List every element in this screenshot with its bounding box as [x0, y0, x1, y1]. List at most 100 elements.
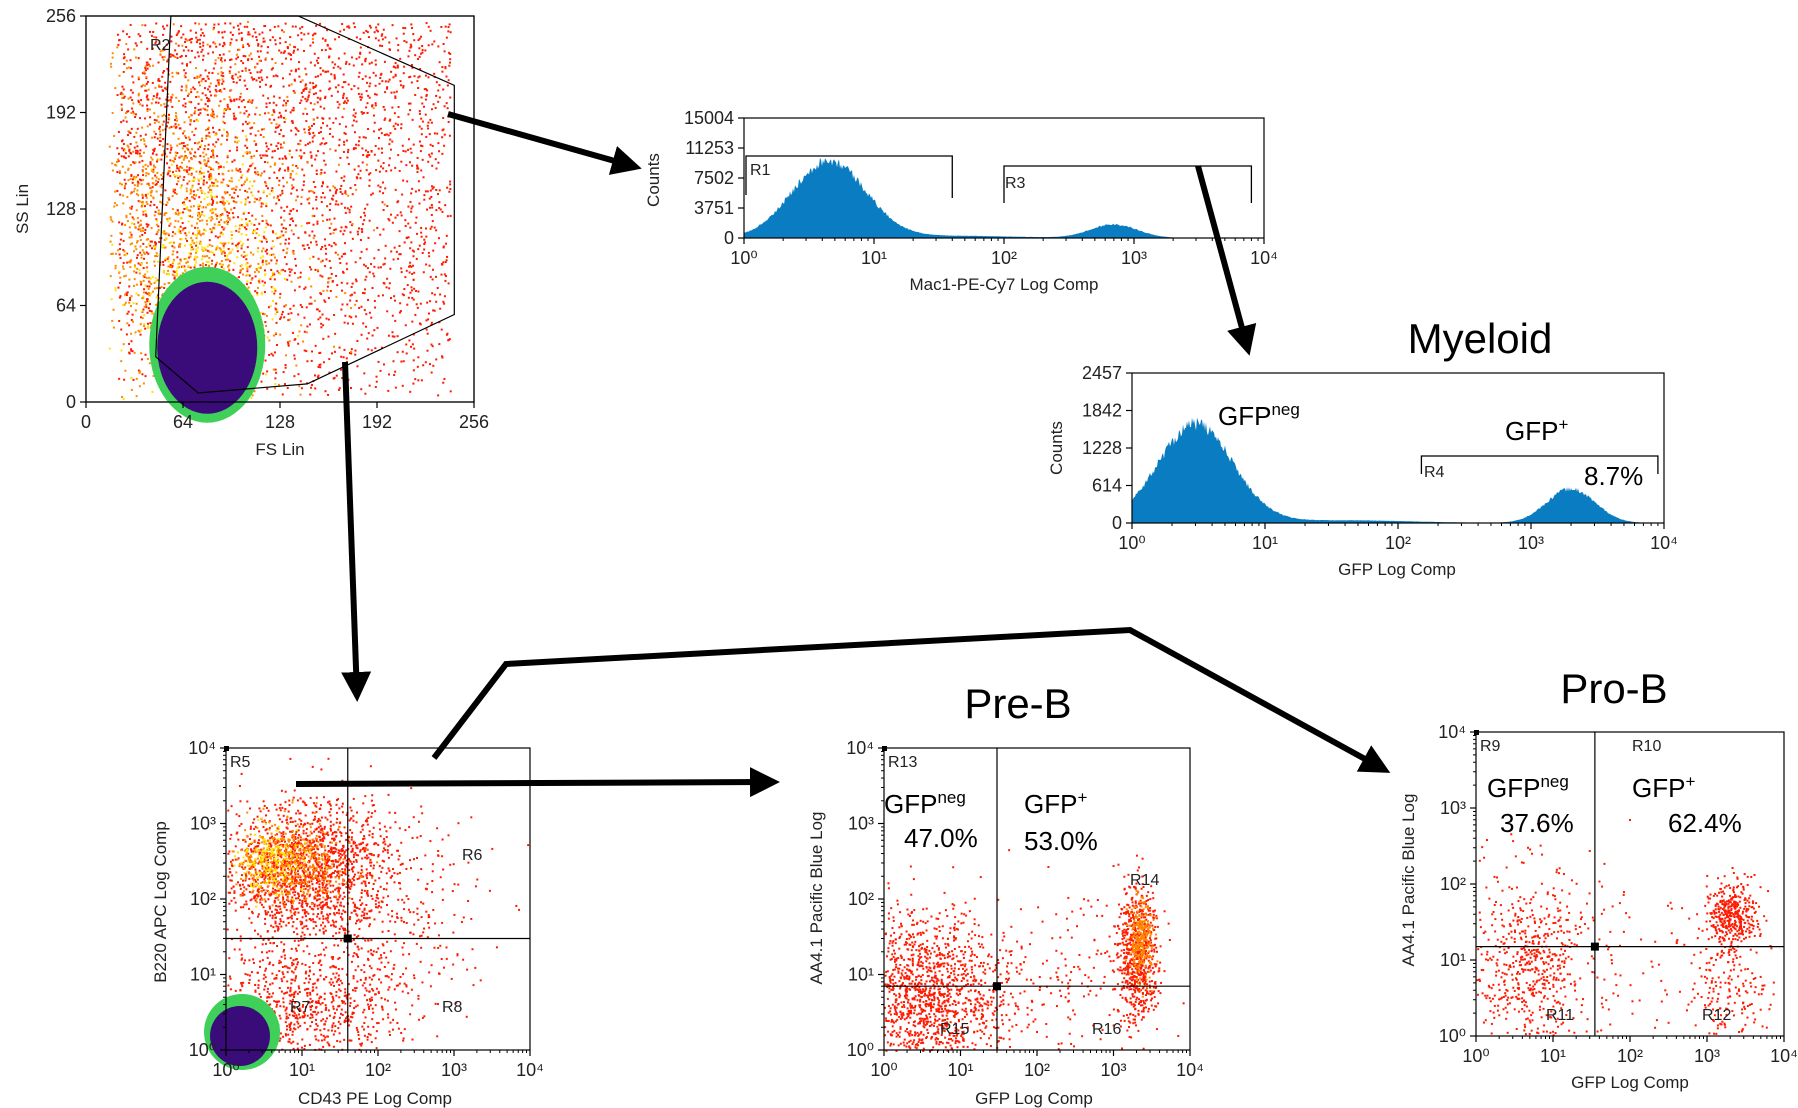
event-dot [311, 214, 314, 217]
event-dot [169, 80, 172, 83]
event-dot [374, 102, 377, 105]
event-dot [189, 255, 192, 258]
event-dot [196, 229, 199, 232]
event-dot [344, 81, 347, 84]
event-dot [131, 313, 134, 316]
event-dot [170, 163, 173, 166]
event-dot [215, 161, 218, 164]
event-dot [262, 94, 265, 97]
event-dot [243, 79, 246, 82]
event-dot [263, 170, 266, 173]
event-dot [159, 133, 162, 136]
event-dot [254, 290, 257, 293]
event-dot [418, 55, 421, 58]
event-dot [156, 219, 159, 222]
event-dot [321, 921, 324, 924]
event-dot [299, 890, 302, 893]
event-dot [179, 216, 182, 219]
event-dot [247, 286, 250, 289]
event-dot [384, 36, 387, 39]
event-dot [121, 165, 124, 168]
event-dot [330, 222, 333, 225]
event-dot [313, 103, 316, 106]
event-dot [403, 288, 406, 291]
event-dot [276, 871, 279, 874]
event-dot [441, 210, 444, 213]
event-dot [321, 117, 324, 120]
event-dot [223, 122, 226, 125]
event-dot [229, 66, 232, 69]
event-dot [142, 291, 145, 294]
event-dot [218, 223, 221, 226]
event-dot [119, 182, 122, 185]
event-dot [315, 869, 318, 872]
event-dot [339, 901, 342, 904]
event-dot [133, 184, 136, 187]
event-dot [276, 841, 279, 844]
event-dot [355, 188, 358, 191]
event-dot [177, 167, 180, 170]
event-dot [248, 151, 251, 154]
event-dot [242, 44, 245, 47]
event-dot [362, 111, 365, 114]
event-dot [121, 265, 124, 268]
event-dot [288, 237, 291, 240]
event-dot [246, 151, 249, 154]
event-dot [357, 173, 360, 176]
event-dot [286, 247, 289, 250]
event-dot [270, 143, 273, 146]
event-dot [345, 832, 348, 835]
event-dot [132, 150, 135, 153]
event-dot [371, 192, 374, 195]
event-dot [252, 28, 255, 31]
event-dot [441, 263, 444, 266]
event-dot [132, 218, 135, 221]
event-dot [341, 918, 344, 921]
event-dot [401, 384, 404, 387]
event-dot [264, 83, 267, 86]
event-dot [150, 34, 153, 37]
event-dot [271, 209, 274, 212]
event-dot [424, 88, 427, 91]
event-dot [402, 150, 405, 153]
event-dot [312, 255, 315, 258]
event-dot [142, 165, 145, 168]
event-dot [319, 351, 322, 354]
event-dot [213, 26, 216, 29]
event-dot [417, 180, 420, 183]
event-dot [127, 310, 130, 313]
event-dot [161, 246, 164, 249]
event-dot [221, 263, 224, 266]
event-dot [175, 193, 178, 196]
event-dot [435, 94, 438, 97]
event-dot [293, 939, 296, 942]
event-dot [328, 218, 331, 221]
event-dot [150, 240, 153, 243]
event-dot [216, 79, 219, 82]
event-dot [196, 39, 199, 42]
event-dot [319, 316, 322, 319]
event-dot [426, 89, 429, 92]
event-dot [438, 150, 441, 153]
event-dot [188, 199, 191, 202]
event-dot [398, 311, 401, 314]
event-dot [334, 63, 337, 66]
event-dot [237, 139, 240, 142]
event-dot [289, 307, 292, 310]
event-dot [265, 248, 268, 251]
event-dot [306, 875, 309, 878]
event-dot [276, 147, 279, 150]
event-dot [376, 326, 379, 329]
event-dot [310, 285, 313, 288]
event-dot [214, 235, 217, 238]
event-dot [321, 275, 324, 278]
event-dot [272, 354, 275, 357]
event-dot [149, 162, 152, 165]
event-dot [372, 864, 375, 867]
event-dot [420, 169, 423, 172]
event-dot [319, 67, 322, 70]
event-dot [337, 36, 340, 39]
event-dot [120, 107, 123, 110]
event-dot [254, 229, 257, 232]
event-dot [367, 94, 370, 97]
